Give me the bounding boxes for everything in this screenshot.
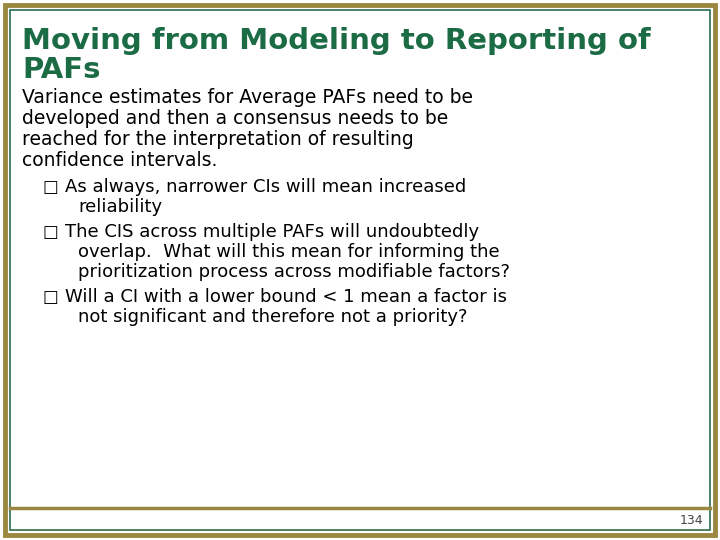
Text: As always, narrower CIs will mean increased: As always, narrower CIs will mean increa… bbox=[65, 178, 467, 196]
Text: □: □ bbox=[42, 223, 58, 241]
Text: □: □ bbox=[42, 178, 58, 196]
Text: overlap.  What will this mean for informing the: overlap. What will this mean for informi… bbox=[78, 243, 500, 261]
Text: Will a CI with a lower bound < 1 mean a factor is: Will a CI with a lower bound < 1 mean a … bbox=[65, 288, 507, 306]
Text: 134: 134 bbox=[680, 514, 703, 526]
Text: reached for the interpretation of resulting: reached for the interpretation of result… bbox=[22, 130, 414, 149]
Text: confidence intervals.: confidence intervals. bbox=[22, 151, 217, 170]
Text: Variance estimates for Average PAFs need to be: Variance estimates for Average PAFs need… bbox=[22, 88, 473, 107]
Text: prioritization process across modifiable factors?: prioritization process across modifiable… bbox=[78, 263, 510, 281]
Text: Moving from Modeling to Reporting of: Moving from Modeling to Reporting of bbox=[22, 27, 651, 55]
Text: PAFs: PAFs bbox=[22, 56, 101, 84]
Text: not significant and therefore not a priority?: not significant and therefore not a prio… bbox=[78, 308, 467, 326]
Text: developed and then a consensus needs to be: developed and then a consensus needs to … bbox=[22, 109, 449, 128]
Text: The CIS across multiple PAFs will undoubtedly: The CIS across multiple PAFs will undoub… bbox=[65, 223, 479, 241]
Text: reliability: reliability bbox=[78, 198, 162, 216]
Text: □: □ bbox=[42, 288, 58, 306]
